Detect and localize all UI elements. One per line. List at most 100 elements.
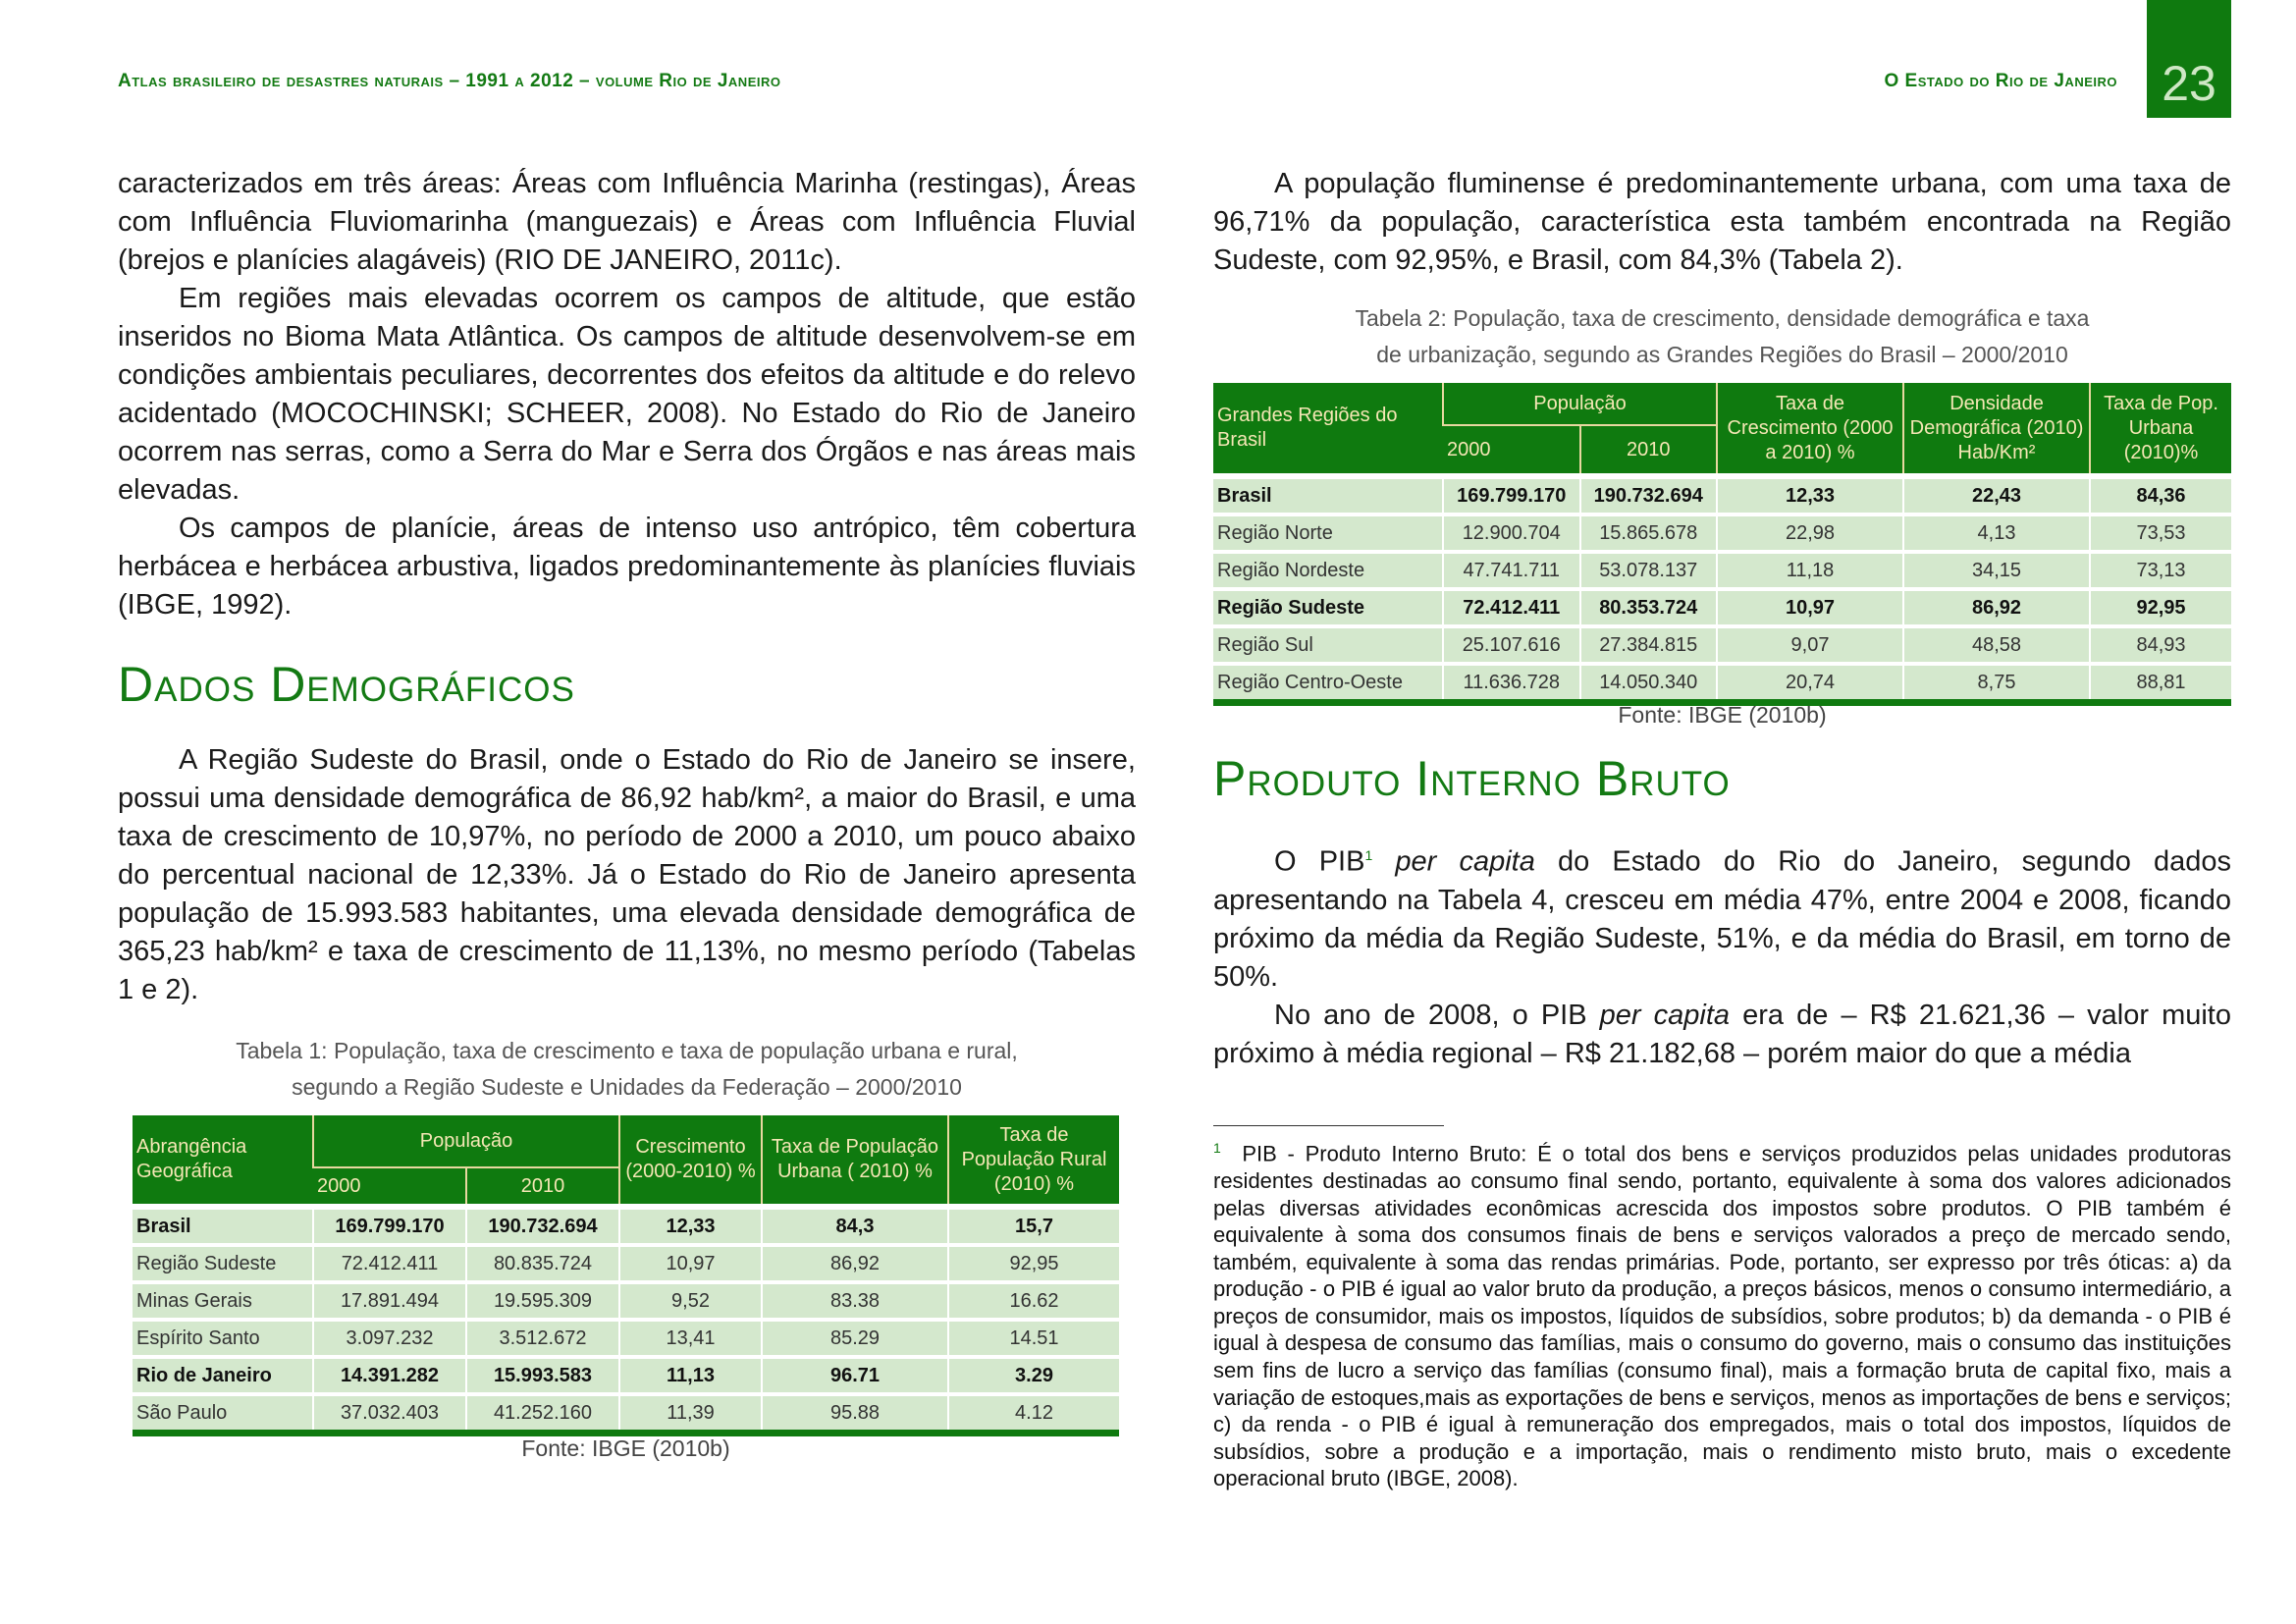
table-cell: 84,93	[2089, 624, 2231, 664]
table-row: Espírito Santo 3.097.232 3.512.672 13,41 85.…	[133, 1318, 1119, 1357]
paragraph: Os campos de planície, áreas de intenso …	[118, 513, 1136, 621]
table-cell: 92,95	[2089, 587, 2231, 626]
col-header: 2010	[1578, 424, 1717, 476]
paragraph: No ano de 2008, o PIB per capita era de …	[1213, 997, 2231, 1073]
left-intro-text: caracterizados em três áreas: Áreas com …	[118, 165, 1136, 624]
paragraph: caracterizados em três áreas: Áreas com …	[118, 168, 1136, 276]
table-cell: 20,74	[1716, 662, 1903, 699]
col-header: Taxa de Pop. Urbana (2010)%	[2089, 383, 2231, 476]
row-label: Região Nordeste	[1213, 550, 1443, 589]
table1: Abrangência Geográfica População Crescim…	[133, 1115, 1119, 1436]
table-cell: 8,75	[1902, 662, 2090, 699]
row-label: Espírito Santo	[133, 1318, 313, 1357]
table-cell: 73,53	[2089, 513, 2231, 552]
col-header: 2000	[1443, 424, 1580, 476]
table-cell: 19.595.309	[465, 1280, 619, 1320]
running-header-right: O Estado do Rio de Janeiro	[1884, 71, 2117, 91]
table-cell: 34,15	[1902, 550, 2090, 589]
table-cell: 85.29	[761, 1318, 948, 1357]
footnote-text: PIB - Produto Interno Bruto: É o total d…	[1213, 1141, 2231, 1491]
table-row: Minas Gerais 17.891.494 19.595.309 9,52 83.3…	[133, 1280, 1119, 1320]
table-cell: 48,58	[1902, 624, 2090, 664]
table-cell: 37.032.403	[312, 1392, 466, 1430]
footnote-mark: 1	[1213, 1140, 1221, 1156]
paragraph: O PIB1 per capita do Estado do Rio do Ja…	[1213, 837, 2231, 997]
table-cell: 4,13	[1902, 513, 2090, 552]
table-row: Região Nordeste 47.741.711 53.078.137 11,18…	[1213, 550, 2231, 589]
table-cell: 9,52	[618, 1280, 762, 1320]
table-cell: 73,13	[2089, 550, 2231, 589]
footnote: 1 PIB - Produto Interno Bruto: É o total…	[1213, 1135, 2231, 1492]
table-cell: 11,18	[1716, 550, 1903, 589]
table1-caption: Tabela 1: População, taxa de crescimento…	[118, 1033, 1136, 1106]
table-cell: 80.353.724	[1578, 587, 1717, 626]
table-cell: 72.412.411	[1442, 587, 1580, 626]
text: O PIB	[1274, 845, 1365, 878]
table-cell: 15.865.678	[1578, 513, 1717, 552]
table-cell: 22,43	[1902, 473, 2090, 514]
col-header: Taxa de População Urbana ( 2010) %	[761, 1115, 948, 1207]
caption-line: de urbanização, segundo as Grandes Regiõ…	[1376, 342, 2068, 367]
row-label: São Paulo	[133, 1392, 313, 1430]
text: No ano de 2008, o PIB	[1274, 999, 1600, 1031]
table-cell: 95.88	[761, 1392, 948, 1430]
table-cell: 86,92	[761, 1243, 948, 1282]
col-header: Crescimento (2000-2010) %	[618, 1115, 762, 1207]
col-header: População	[1442, 383, 1717, 425]
row-label: Região Sudeste	[1213, 587, 1443, 626]
table2: Grandes Regiões do Brasil População Taxa…	[1213, 383, 2231, 706]
table-cell: 3.29	[947, 1355, 1119, 1394]
paragraph: Em regiões mais elevadas ocorrem os camp…	[118, 283, 1136, 506]
col-header: 2010	[465, 1166, 619, 1207]
col-header: 2000	[313, 1166, 466, 1207]
table-cell: 3.097.232	[312, 1318, 466, 1357]
table-row: Rio de Janeiro 14.391.282 15.993.583 11,13 9…	[133, 1355, 1119, 1394]
table-cell: 41.252.160	[465, 1392, 619, 1430]
table-cell: 9,07	[1716, 624, 1903, 664]
table-cell: 84,3	[761, 1204, 948, 1245]
table-row: Brasil 169.799.170 190.732.694 12,33 22,43 84…	[1213, 473, 2231, 514]
table-cell: 11,13	[618, 1355, 762, 1394]
col-header: População	[312, 1115, 619, 1167]
table-cell: 16.62	[947, 1280, 1119, 1320]
table-cell: 83.38	[761, 1280, 948, 1320]
table-cell: 92,95	[947, 1243, 1119, 1282]
table-cell: 53.078.137	[1578, 550, 1717, 589]
table-cell: 80.835.724	[465, 1243, 619, 1282]
table1-source: Fonte: IBGE (2010b)	[521, 1435, 730, 1461]
text: per capita	[1599, 999, 1731, 1031]
footnote-divider	[1213, 1125, 1444, 1126]
table-row: São Paulo 37.032.403 41.252.160 11,39 95.88 4…	[133, 1392, 1119, 1430]
paragraph: A Região Sudeste do Brasil, onde o Estad…	[118, 744, 1136, 1005]
table-row: Região Sudeste 72.412.411 80.835.724 10,97 8…	[133, 1243, 1119, 1282]
table-cell: 14.050.340	[1578, 662, 1717, 699]
row-label: Região Centro-Oeste	[1213, 662, 1443, 699]
row-label: Região Sul	[1213, 624, 1443, 664]
table-row: Região Centro-Oeste 11.636.728 14.050.340 2…	[1213, 662, 2231, 699]
demografia-text: A Região Sudeste do Brasil, onde o Estad…	[118, 741, 1136, 1009]
page-number: 23	[2162, 56, 2216, 111]
paragraph: A população fluminense é predominantemen…	[1213, 168, 2231, 276]
section-heading-pib: Produto Interno Bruto	[1213, 751, 1731, 806]
table-row: Região Norte 12.900.704 15.865.678 22,98 4,1…	[1213, 513, 2231, 552]
page-number-box: 23	[2147, 0, 2231, 118]
row-label: Brasil	[1213, 473, 1443, 514]
table-cell: 72.412.411	[312, 1243, 466, 1282]
table-cell: 13,41	[618, 1318, 762, 1357]
table-cell: 25.107.616	[1442, 624, 1580, 664]
table-cell: 190.732.694	[465, 1204, 619, 1245]
footnote-ref[interactable]: 1	[1364, 847, 1373, 863]
table-cell: 10,97	[618, 1243, 762, 1282]
table-cell: 12,33	[1716, 473, 1903, 514]
col-header: Grandes Regiões do Brasil	[1213, 383, 1443, 476]
table-cell: 84,36	[2089, 473, 2231, 514]
table-cell: 190.732.694	[1578, 473, 1717, 514]
table-cell: 14.51	[947, 1318, 1119, 1357]
table-cell: 15.993.583	[465, 1355, 619, 1394]
caption-line: Tabela 1: População, taxa de crescimento…	[236, 1038, 1018, 1063]
row-label: Região Sudeste	[133, 1243, 313, 1282]
table-cell: 11,39	[618, 1392, 762, 1430]
table-cell: 96.71	[761, 1355, 948, 1394]
col-header: Taxa de População Rural (2010) %	[947, 1115, 1119, 1207]
pib-text: O PIB1 per capita do Estado do Rio do Ja…	[1213, 837, 2231, 1073]
